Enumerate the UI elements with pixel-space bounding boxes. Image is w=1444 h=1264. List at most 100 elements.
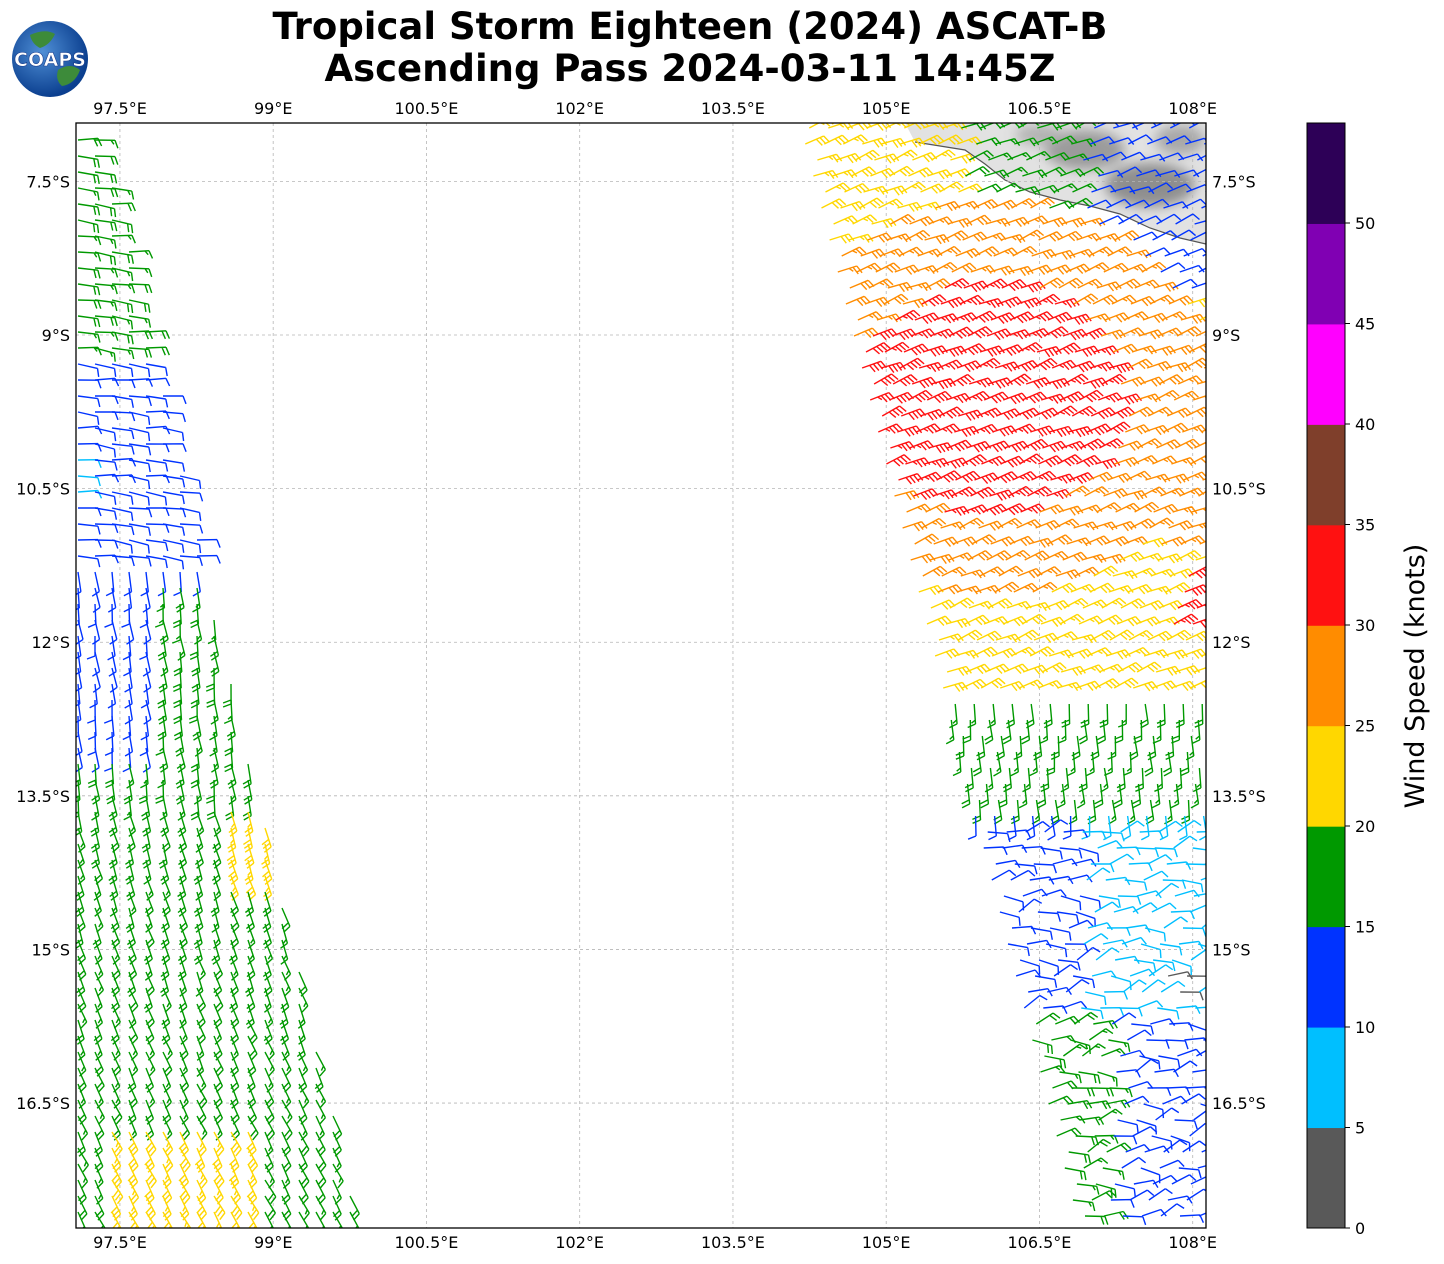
wind-barb (128, 1051, 139, 1077)
wind-barb (1097, 614, 1123, 626)
colorbar-segment (1307, 625, 1345, 727)
wind-barb (1028, 537, 1054, 548)
wind-barb (1097, 1071, 1118, 1087)
wind-barb (1020, 281, 1046, 293)
wind-barb (982, 503, 1008, 516)
wind-barb (881, 137, 907, 149)
wind-barb (1119, 1007, 1143, 1017)
wind-barb (911, 376, 938, 389)
wind-barb (892, 374, 918, 387)
wind-barb (1073, 293, 1099, 305)
wind-barb (1043, 703, 1053, 729)
wind-barb (246, 955, 256, 981)
wind-barb (281, 1051, 292, 1077)
wind-barb (965, 165, 990, 177)
wind-barb (1181, 1093, 1206, 1105)
wind-barb (94, 523, 119, 534)
wind-barb (1170, 783, 1180, 809)
colorbar-tick-label: 25 (1355, 717, 1375, 736)
wind-barb (1117, 166, 1143, 177)
wind-barb (1111, 520, 1137, 532)
wind-barb (123, 587, 133, 613)
wind-barb (1173, 1060, 1198, 1073)
wind-barb (978, 520, 1004, 531)
wind-barb (921, 294, 947, 307)
wind-barb (930, 599, 956, 610)
wind-barb (1134, 279, 1160, 289)
wind-barb (993, 471, 1019, 484)
wind-barb (883, 293, 909, 305)
wind-barb (901, 181, 926, 193)
wind-barb (1118, 213, 1144, 225)
wind-barb (264, 1195, 276, 1221)
colorbar-segment (1307, 123, 1345, 224)
wind-barb (1088, 471, 1114, 483)
wind-barb (162, 427, 185, 442)
wind-barb (943, 230, 969, 241)
wind-barb (1158, 820, 1183, 833)
wind-barb (128, 411, 151, 425)
wind-barb (872, 328, 898, 341)
wind-barb (1143, 649, 1169, 659)
wind-barb (1093, 565, 1119, 577)
wind-barb (1081, 1043, 1106, 1057)
wind-barb (213, 1195, 226, 1221)
wind-barb (1069, 248, 1095, 258)
wind-barb (263, 1019, 273, 1045)
wind-barb (247, 1083, 257, 1109)
wind-barb (77, 155, 100, 168)
wind-barb (161, 1003, 171, 1029)
wind-barb (1203, 1038, 1206, 1041)
wind-barb (990, 536, 1016, 547)
wind-barb (967, 815, 977, 840)
wind-barb (1187, 522, 1206, 530)
wind-barb (954, 200, 980, 210)
wind-barb (963, 504, 989, 515)
lat-tick-label-left: 16.5°S (16, 1094, 70, 1113)
wind-barb (1160, 1203, 1185, 1217)
wind-barb (1197, 154, 1206, 161)
wind-barb (1113, 783, 1123, 809)
wind-barb (805, 135, 831, 146)
wind-barb (870, 167, 896, 179)
wind-barb (948, 326, 974, 339)
wind-barb (1062, 815, 1072, 840)
wind-barb (111, 187, 135, 200)
wind-barb (179, 1099, 189, 1125)
wind-barb (1155, 665, 1181, 676)
wind-barb (1149, 294, 1175, 305)
wind-barb (157, 571, 167, 597)
wind-barb (1195, 555, 1206, 561)
wind-barb (94, 235, 117, 249)
wind-barb (1092, 521, 1118, 531)
wind-barb (145, 1051, 156, 1077)
wind-barb (1003, 166, 1029, 177)
wind-barb (161, 939, 171, 965)
wind-barb (128, 443, 152, 456)
wind-barb (1166, 861, 1192, 871)
wind-barb (1098, 1108, 1123, 1121)
wind-barb (243, 779, 253, 805)
wind-barb (264, 1179, 277, 1205)
wind-barb (962, 454, 987, 467)
wind-barb (94, 155, 119, 165)
wind-barb (1102, 151, 1128, 161)
wind-barb (1121, 936, 1147, 945)
wind-barb (1093, 1020, 1118, 1030)
wind-barb (145, 1099, 155, 1125)
wind-barb (157, 635, 167, 661)
wind-barb (1080, 217, 1106, 227)
wind-barb (1004, 216, 1030, 228)
wind-barb (1158, 374, 1184, 385)
wind-barb (196, 1195, 208, 1221)
wind-barb (111, 395, 134, 408)
wind-barb (1127, 134, 1153, 145)
wind-barb (1103, 1210, 1129, 1220)
wind-barb (823, 134, 849, 146)
wind-barb (981, 232, 1007, 242)
wind-barb (244, 859, 254, 885)
wind-barb (1185, 406, 1206, 418)
wind-barb (1045, 943, 1068, 958)
wind-barb (1132, 1126, 1158, 1137)
wind-barb (111, 1163, 123, 1189)
